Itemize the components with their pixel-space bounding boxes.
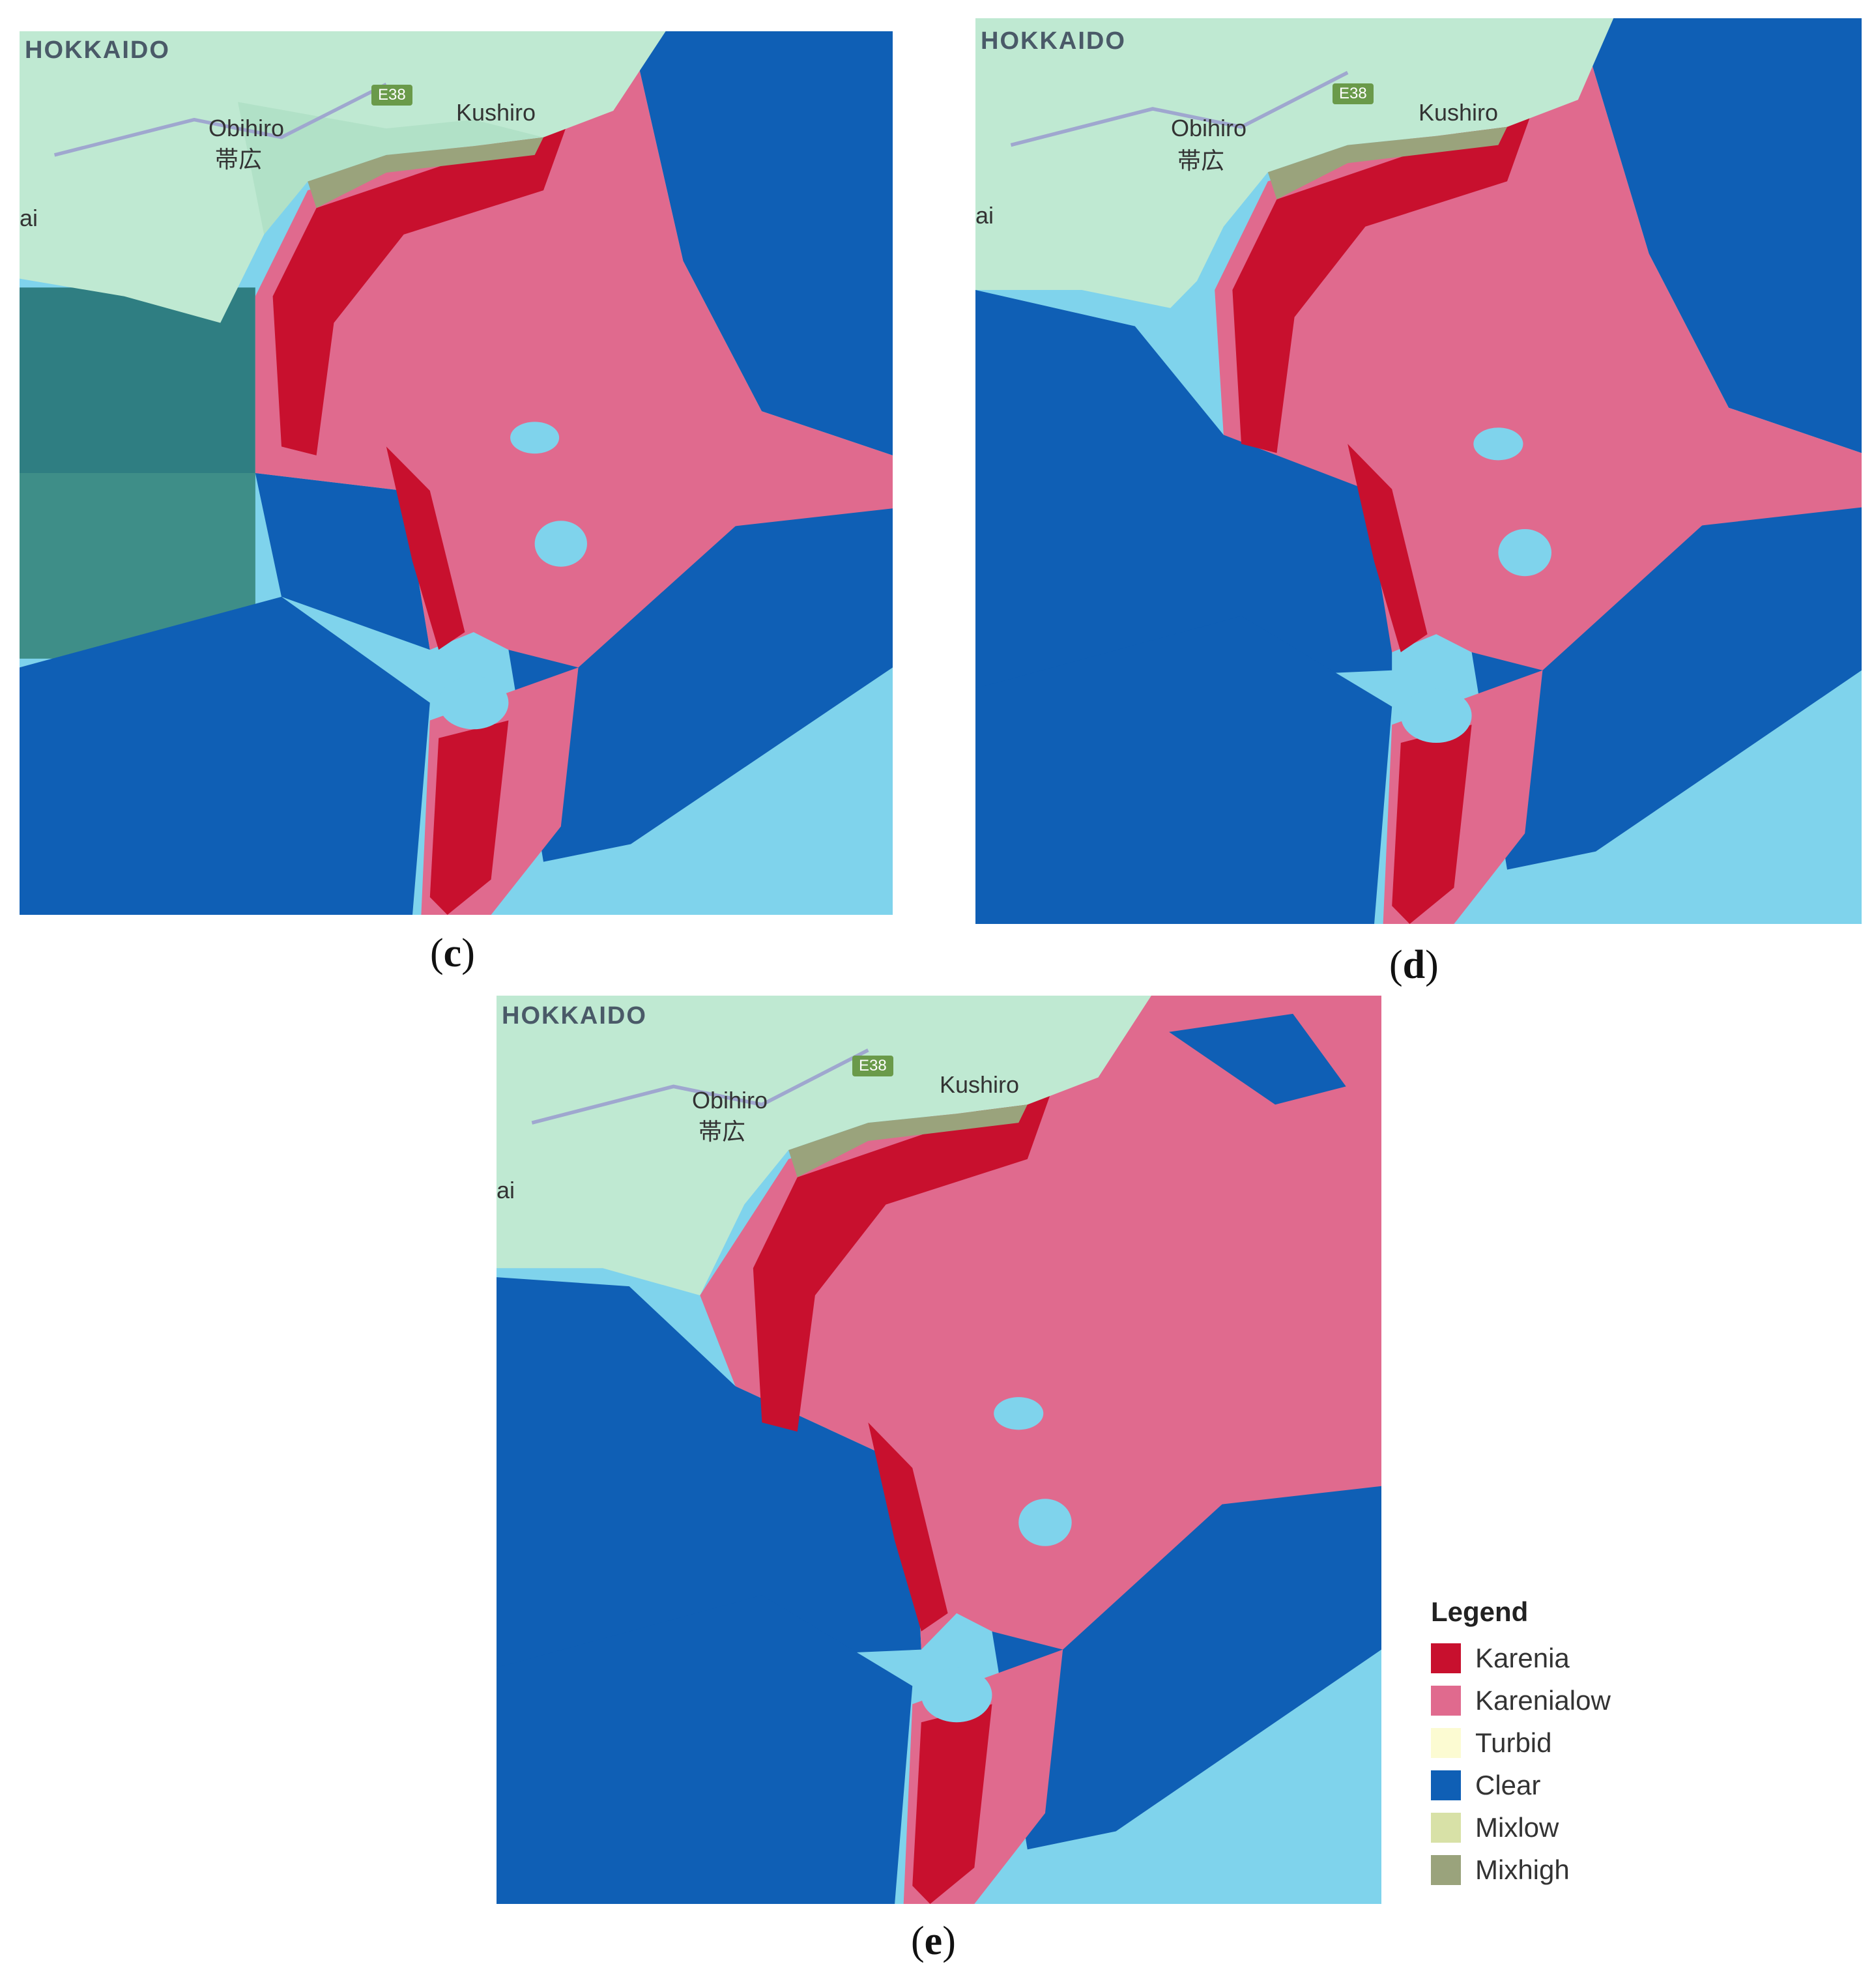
city-label-kushiro: Kushiro xyxy=(940,1071,1020,1098)
karenia-bloom xyxy=(1232,81,1543,454)
legend-swatch xyxy=(1431,1770,1461,1800)
clear-water-region xyxy=(975,290,1392,689)
highway-shield: E38 xyxy=(852,1056,893,1076)
legend-item-mixlow: Mixlow xyxy=(1431,1806,1639,1849)
legend-swatch xyxy=(1431,1727,1461,1758)
region-label: HOKKAIDO xyxy=(25,36,170,64)
legend-label: Karenia xyxy=(1475,1642,1570,1673)
city-label-obihiro-jp: 帯広 xyxy=(1177,147,1225,174)
legend-label: Karenialow xyxy=(1475,1684,1611,1716)
city-label-obihiro: Obihiro xyxy=(692,1087,768,1114)
city-label-obihiro-jp: 帯広 xyxy=(215,146,263,173)
map-panel-e: HOKKAIDO E38 Obihiro 帯広 Kushiro ai xyxy=(497,996,1381,1904)
legend-item-karenia: Karenia xyxy=(1431,1637,1639,1679)
karenia-bloom xyxy=(753,1059,1063,1432)
caption-d: (d) xyxy=(1389,943,1439,987)
clear-water-region xyxy=(497,1277,921,1668)
legend-label: Clear xyxy=(1475,1769,1541,1800)
legend-label: Mixlow xyxy=(1475,1811,1559,1843)
legend-swatch xyxy=(1431,1854,1461,1885)
map-legend: Legend Karenia Karenialow Turbid Clear M… xyxy=(1431,1596,1639,1891)
edge-label: ai xyxy=(975,202,994,229)
city-label-obihiro-jp: 帯広 xyxy=(699,1118,746,1145)
caption-c: (c) xyxy=(430,931,475,975)
legend-item-mixhigh: Mixhigh xyxy=(1431,1849,1639,1891)
legend-label: Mixhigh xyxy=(1475,1854,1570,1885)
legend-swatch xyxy=(1431,1643,1461,1673)
region-label: HOKKAIDO xyxy=(981,27,1126,55)
edge-label: ai xyxy=(20,205,38,231)
land-hokkaido xyxy=(20,31,666,323)
legend-item-karenialow: Karenialow xyxy=(1431,1679,1639,1721)
legend-label: Turbid xyxy=(1475,1727,1552,1758)
karenia-bloom xyxy=(272,93,579,455)
map-panel-d: HOKKAIDO E38 Obihiro 帯広 Kushiro ai xyxy=(975,18,1862,924)
region-label: HOKKAIDO xyxy=(502,1002,647,1030)
land-hokkaido xyxy=(975,18,1614,308)
map-panel-c: HOKKAIDO E38 Obihiro 帯広 Kushiro ai xyxy=(20,31,893,915)
city-label-obihiro: Obihiro xyxy=(209,115,285,141)
map-c-svg xyxy=(20,31,893,915)
legend-swatch xyxy=(1431,1812,1461,1843)
city-label-kushiro: Kushiro xyxy=(456,99,536,126)
caption-e: (e) xyxy=(911,1919,956,1963)
mixhigh-coast xyxy=(308,137,543,209)
edge-label: ai xyxy=(497,1177,515,1203)
map-d-svg xyxy=(975,18,1862,924)
legend-swatch xyxy=(1431,1685,1461,1716)
land-hokkaido xyxy=(497,996,1151,1296)
legend-item-clear: Clear xyxy=(1431,1764,1639,1806)
mixhigh-coast xyxy=(788,1104,1028,1177)
legend-item-turbid: Turbid xyxy=(1431,1721,1639,1764)
map-e-svg xyxy=(497,996,1381,1904)
mixhigh-coast xyxy=(1267,126,1507,199)
city-label-kushiro: Kushiro xyxy=(1419,99,1499,126)
city-label-obihiro: Obihiro xyxy=(1171,115,1247,141)
clear-water-region xyxy=(20,596,430,915)
highway-shield: E38 xyxy=(371,85,412,106)
highway-shield: E38 xyxy=(1333,83,1374,104)
legend-title: Legend xyxy=(1431,1596,1529,1627)
